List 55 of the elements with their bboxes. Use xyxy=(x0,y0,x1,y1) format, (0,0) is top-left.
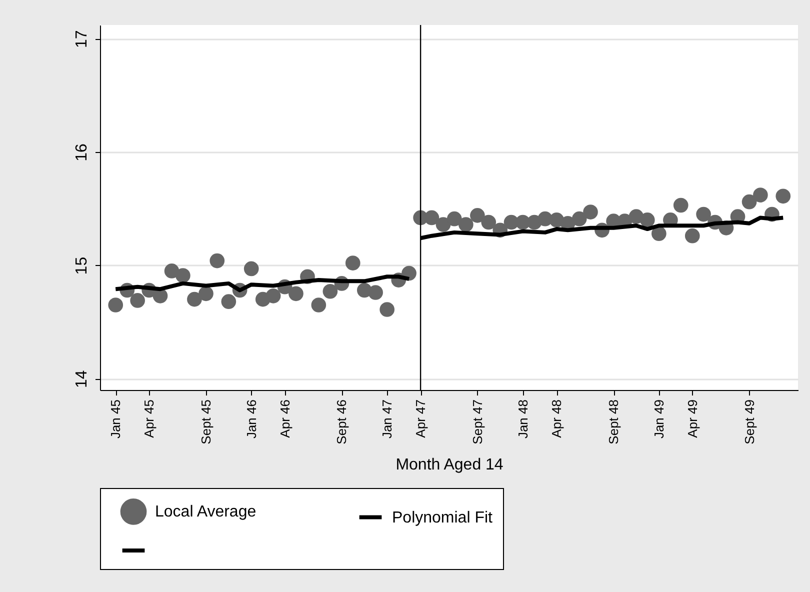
point xyxy=(652,226,666,241)
point xyxy=(458,217,474,232)
point xyxy=(322,284,338,299)
point xyxy=(572,211,587,226)
point xyxy=(696,206,711,222)
point xyxy=(753,188,768,202)
x-tick-label: Jan 49 xyxy=(651,400,666,439)
x-tick-label: Sept 49 xyxy=(742,400,757,444)
point xyxy=(380,302,394,317)
point xyxy=(311,298,326,312)
x-axis-title: Month Aged 14 xyxy=(396,456,504,474)
point xyxy=(684,228,700,244)
x-tick-label: Apr 47 xyxy=(413,400,428,438)
point xyxy=(108,298,124,312)
point xyxy=(210,253,225,268)
y-tick-label: 17 xyxy=(74,30,90,48)
point xyxy=(424,210,440,226)
x-tick-label: Jan 47 xyxy=(380,400,395,439)
point xyxy=(198,286,214,302)
point xyxy=(288,286,304,302)
legend-label: Polynomial Fit xyxy=(392,509,494,526)
x-tick-label: Sept 48 xyxy=(606,400,622,444)
point xyxy=(244,261,259,276)
x-tick-label: Sept 45 xyxy=(198,400,214,444)
point xyxy=(164,264,180,278)
point xyxy=(152,288,168,304)
point xyxy=(176,268,190,283)
point xyxy=(130,293,145,308)
x-tick-label: Apr 46 xyxy=(277,400,292,438)
point xyxy=(436,217,451,232)
point xyxy=(776,188,791,204)
point xyxy=(640,212,655,228)
point xyxy=(446,211,462,226)
x-tick-label: Apr 45 xyxy=(142,400,157,438)
point xyxy=(481,214,496,230)
point xyxy=(673,198,688,213)
y-tick-label: 15 xyxy=(74,256,90,275)
point xyxy=(345,256,360,270)
point xyxy=(583,204,598,220)
point xyxy=(742,194,757,210)
legend-label: Local Average xyxy=(155,504,256,521)
x-tick-label: Jan 45 xyxy=(108,400,124,439)
x-tick-label: Apr 48 xyxy=(549,400,564,438)
x-tick-label: Sept 47 xyxy=(470,400,485,444)
point xyxy=(221,294,236,309)
x-tick-label: Jan 48 xyxy=(515,400,530,439)
y-tick-label: 16 xyxy=(74,143,90,162)
x-tick-label: Sept 46 xyxy=(334,400,350,444)
point xyxy=(470,208,485,223)
point xyxy=(368,285,383,300)
x-tick-label: Apr 49 xyxy=(684,400,700,438)
x-tick-label: Jan 46 xyxy=(244,400,259,439)
y-tick-label: 14 xyxy=(74,370,90,388)
point xyxy=(266,288,281,304)
point xyxy=(187,292,202,307)
